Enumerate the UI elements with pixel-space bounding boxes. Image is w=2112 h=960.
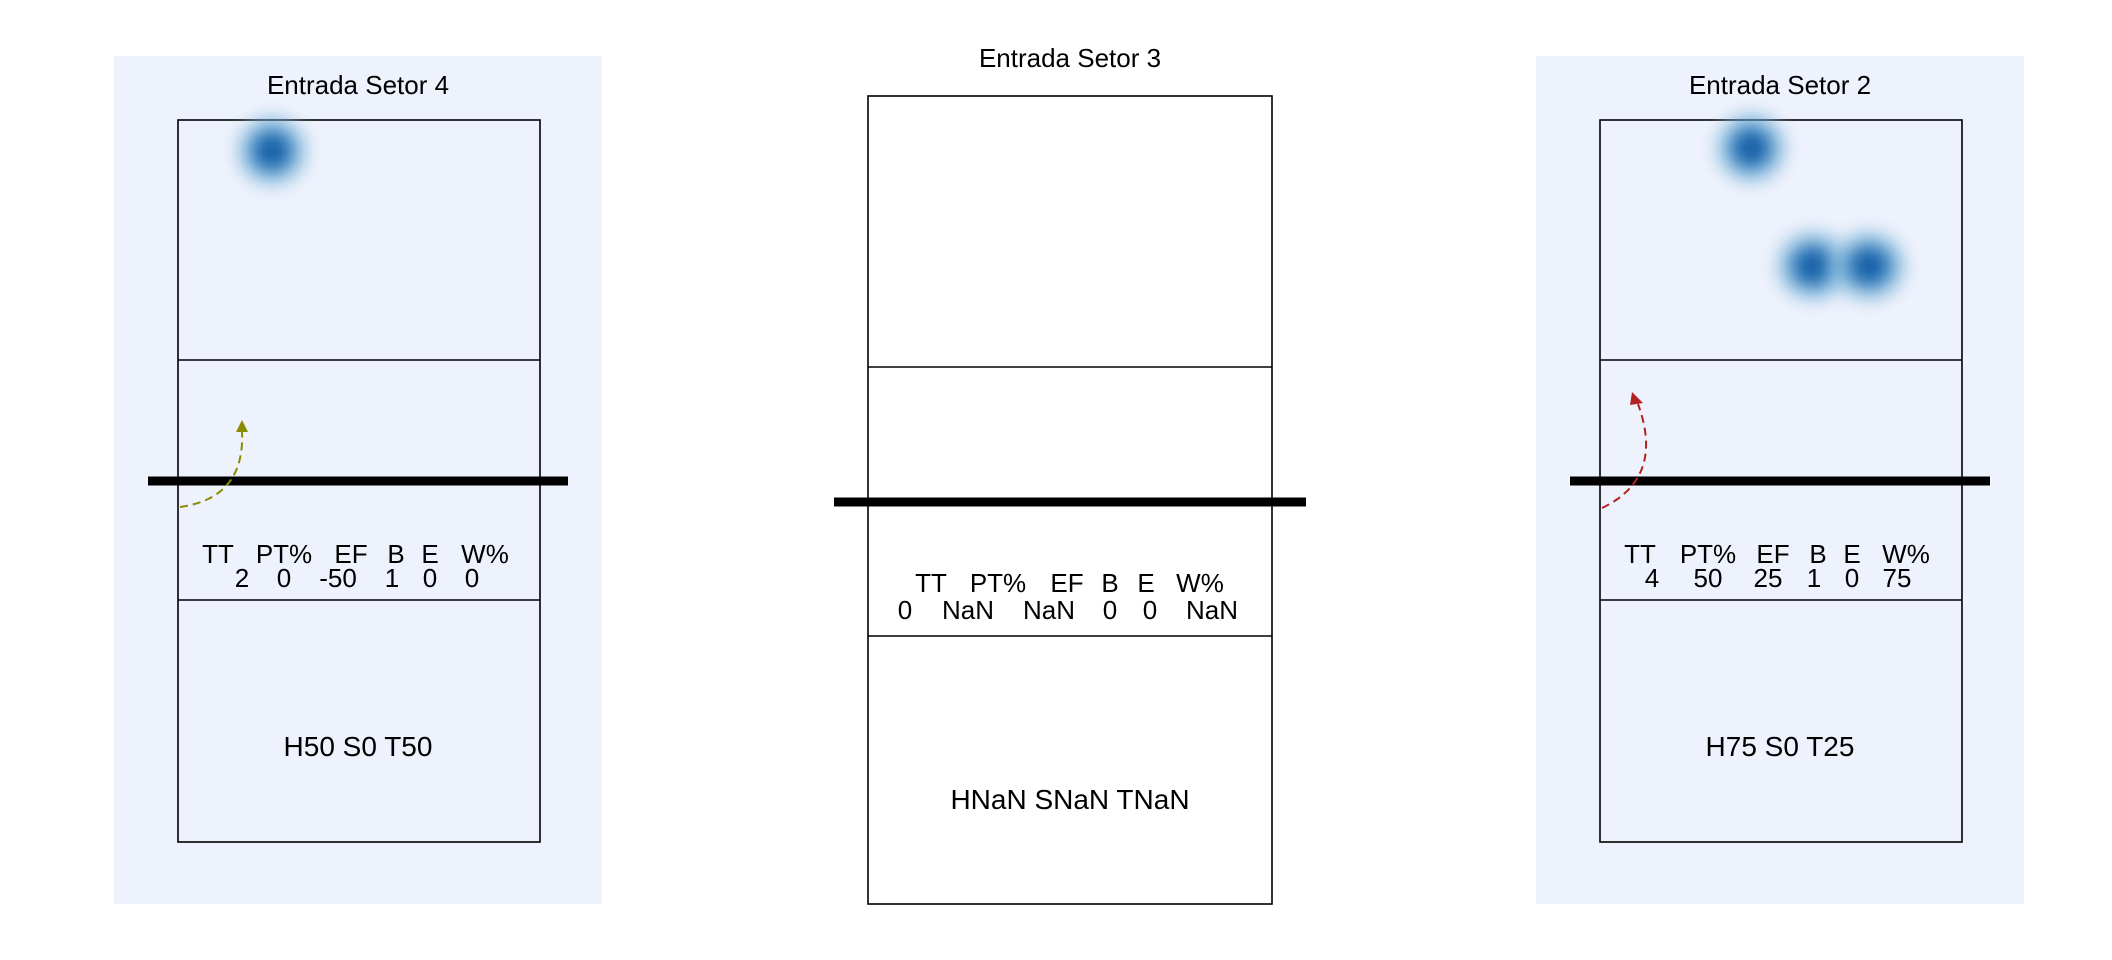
stat-header-tt: TT bbox=[915, 568, 947, 598]
distribution-label: HNaN SNaN TNaN bbox=[950, 784, 1189, 815]
panel-setor-4: Entrada Setor 4 TT PT% EF B E W% 2 0 -50… bbox=[114, 56, 602, 904]
trajectory-path bbox=[1601, 403, 1647, 509]
stat-value-ef: -50 bbox=[319, 563, 357, 593]
stat-value-w: 75 bbox=[1883, 563, 1912, 593]
stat-value-tt: 2 bbox=[235, 563, 249, 593]
stat-header-pt: PT% bbox=[1680, 539, 1736, 569]
stat-value-e: 0 bbox=[1845, 563, 1859, 593]
trajectory-path bbox=[179, 431, 244, 508]
heat-spot bbox=[226, 105, 318, 197]
stat-value-w: 0 bbox=[465, 563, 479, 593]
stat-header-pt: PT% bbox=[970, 568, 1026, 598]
stat-header-ef: EF bbox=[1756, 539, 1789, 569]
stat-header-ef: EF bbox=[1050, 568, 1083, 598]
panel-title: Entrada Setor 3 bbox=[979, 43, 1161, 73]
stat-value-e: 0 bbox=[423, 563, 437, 593]
stat-header-e: E bbox=[421, 539, 438, 569]
stat-header-w: W% bbox=[1882, 539, 1930, 569]
stat-value-tt: 0 bbox=[898, 595, 912, 625]
stat-header-b: B bbox=[1101, 568, 1118, 598]
stat-header-e: E bbox=[1137, 568, 1154, 598]
panel-setor-3: Entrada Setor 3 TT PT% EF B E W% 0 NaN N… bbox=[834, 43, 1306, 905]
stat-header-e: E bbox=[1843, 539, 1860, 569]
distribution-label: H50 S0 T50 bbox=[284, 731, 433, 762]
stats-table: TT PT% EF B E W% 2 0 -50 1 0 0 bbox=[202, 539, 509, 593]
heat-spot bbox=[1705, 102, 1797, 194]
stat-header-b: B bbox=[387, 539, 404, 569]
distribution-label: H75 S0 T25 bbox=[1706, 731, 1855, 762]
stats-table: TT PT% EF B E W% 4 50 25 1 0 75 bbox=[1624, 539, 1930, 593]
stat-value-tt: 4 bbox=[1645, 563, 1659, 593]
stat-value-ef: 25 bbox=[1754, 563, 1783, 593]
stat-value-w: NaN bbox=[1186, 595, 1238, 625]
stat-value-pt: 50 bbox=[1694, 563, 1723, 593]
stat-value-pt: NaN bbox=[942, 595, 994, 625]
panel-title: Entrada Setor 4 bbox=[267, 70, 449, 100]
stat-value-e: 0 bbox=[1143, 595, 1157, 625]
attack-trajectory bbox=[1601, 392, 1647, 509]
stat-header-pt: PT% bbox=[256, 539, 312, 569]
attack-trajectory bbox=[179, 420, 248, 508]
heat-spot bbox=[1821, 220, 1917, 312]
stat-value-b: 1 bbox=[1807, 563, 1821, 593]
panel-title: Entrada Setor 2 bbox=[1689, 70, 1871, 100]
trajectory-arrowhead bbox=[1630, 392, 1643, 405]
panel-setor-2: Entrada Setor 2 TT PT% EF B E W% 4 50 25 bbox=[1536, 56, 2024, 904]
trajectory-arrowhead bbox=[236, 420, 248, 432]
heat-spots bbox=[1705, 102, 1917, 312]
stat-header-w: W% bbox=[461, 539, 509, 569]
stat-header-tt: TT bbox=[1624, 539, 1656, 569]
stat-value-b: 1 bbox=[385, 563, 399, 593]
stat-value-b: 0 bbox=[1103, 595, 1117, 625]
heat-spots bbox=[226, 105, 318, 197]
stat-value-ef: NaN bbox=[1023, 595, 1075, 625]
stat-header-b: B bbox=[1809, 539, 1826, 569]
stats-table: TT PT% EF B E W% 0 NaN NaN 0 0 NaN bbox=[898, 568, 1238, 625]
stat-value-pt: 0 bbox=[277, 563, 291, 593]
stat-header-ef: EF bbox=[334, 539, 367, 569]
stat-header-tt: TT bbox=[202, 539, 234, 569]
stat-header-w: W% bbox=[1176, 568, 1224, 598]
